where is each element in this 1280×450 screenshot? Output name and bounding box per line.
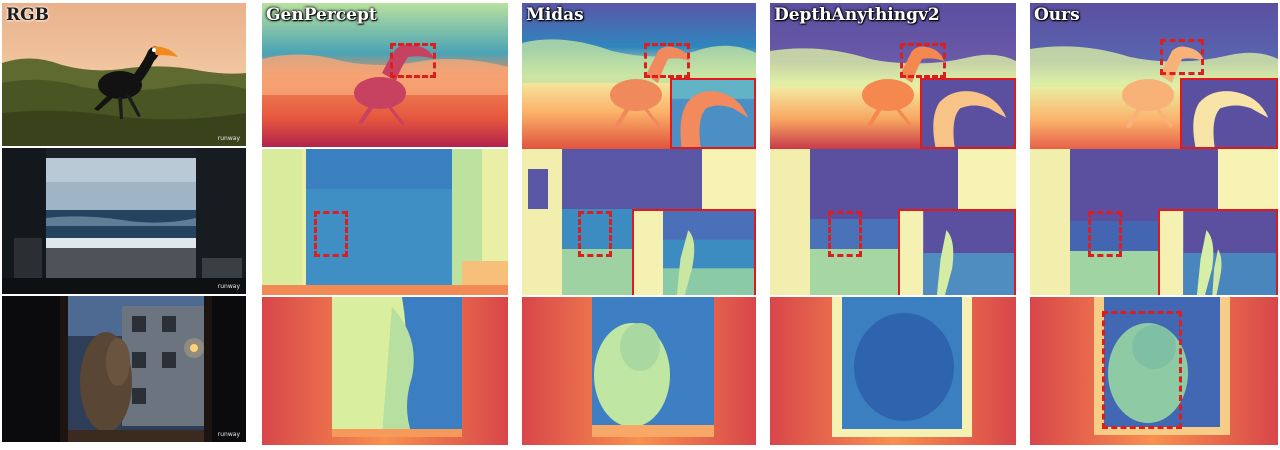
midas-depth-window-sea xyxy=(522,149,756,295)
genpercept-depth-night-window xyxy=(262,297,508,445)
zoom-region-marker xyxy=(1160,39,1204,75)
ours-depth-night-window xyxy=(1030,297,1278,445)
zoom-inset xyxy=(898,209,1016,295)
depthanythingv2-depth-window-sea xyxy=(770,149,1016,295)
midas-depth-bird xyxy=(522,3,756,149)
zoom-region-marker xyxy=(828,211,862,257)
zoom-region-marker xyxy=(644,43,690,78)
column-label-depthanythingv2: DepthAnythingv2 xyxy=(774,5,940,25)
zoom-region-marker xyxy=(314,211,348,257)
column-label-genpercept: GenPercept xyxy=(266,5,377,25)
column-label-midas: Midas xyxy=(526,5,584,25)
watermark-text: runway xyxy=(217,135,240,142)
column-label-ours: Ours xyxy=(1034,5,1080,25)
genpercept-depth-window-sea xyxy=(262,149,508,295)
midas-depth-night-window xyxy=(522,297,756,445)
depthanythingv2-depth-bird xyxy=(770,3,1016,149)
zoom-inset xyxy=(670,78,756,149)
zoom-region-marker xyxy=(1088,211,1122,257)
watermark-text: runway xyxy=(217,431,240,438)
ours-depth-bird xyxy=(1030,3,1278,149)
zoom-inset xyxy=(632,209,756,295)
zoom-region-marker xyxy=(578,211,612,257)
zoom-region-marker xyxy=(390,43,436,78)
zoom-inset xyxy=(1180,78,1278,149)
zoom-inset xyxy=(1158,209,1278,295)
column-label-rgb: RGB xyxy=(6,5,50,25)
rgb-image-window-sea: runway xyxy=(2,148,246,294)
depthanythingv2-depth-night-window xyxy=(770,297,1016,445)
zoom-region-marker xyxy=(1102,311,1182,429)
ours-depth-window-sea xyxy=(1030,149,1278,295)
genpercept-depth-bird xyxy=(262,3,508,147)
watermark-text: runway xyxy=(217,283,240,290)
zoom-region-marker xyxy=(900,43,946,78)
rgb-image-bird: runway xyxy=(2,3,246,146)
rgb-image-night-window: runway xyxy=(2,296,246,442)
zoom-inset xyxy=(920,78,1016,149)
